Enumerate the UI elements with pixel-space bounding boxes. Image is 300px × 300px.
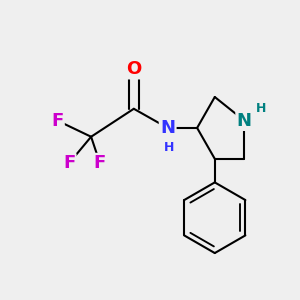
Text: F: F <box>63 154 75 172</box>
Text: O: O <box>126 60 141 78</box>
Text: N: N <box>160 119 175 137</box>
Text: H: H <box>256 102 266 115</box>
Text: H: H <box>164 141 174 154</box>
Text: F: F <box>51 112 63 130</box>
Text: F: F <box>94 154 106 172</box>
Text: N: N <box>237 112 252 130</box>
